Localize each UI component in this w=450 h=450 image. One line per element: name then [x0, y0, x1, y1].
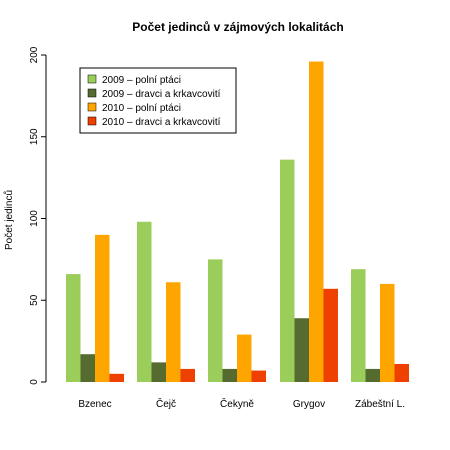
legend-label: 2010 – dravci a krkavcovití: [102, 117, 221, 128]
bars-group: [66, 61, 409, 382]
x-axis-labels: Bzenec Čejč Čekyně Grygov Zábeštní L.: [78, 397, 405, 410]
legend-label: 2009 – polní ptáci: [102, 75, 181, 86]
legend-label: 2009 – dravci a krkavcovití: [102, 89, 221, 100]
x-tick-label: Bzenec: [78, 399, 111, 410]
y-tick-label: 50: [29, 294, 40, 306]
bar: [222, 368, 237, 382]
y-axis: 0 50 100 150 200: [29, 46, 47, 385]
bar: [137, 221, 152, 382]
x-tick-label: Grygov: [293, 399, 325, 410]
bar: [394, 364, 409, 382]
x-tick-label: Zábeštní L.: [355, 399, 405, 410]
bar: [251, 370, 266, 382]
bar: [365, 368, 380, 382]
y-tick-label: 200: [29, 46, 40, 63]
x-tick-label: Čejč: [156, 397, 176, 410]
chart-title: Počet jedinců v zájmových lokalitách: [132, 20, 343, 34]
bar: [95, 234, 110, 382]
bar: [180, 368, 195, 382]
bar: [208, 259, 223, 382]
bar: [380, 283, 395, 382]
legend-swatch: [87, 102, 97, 112]
bar: [109, 373, 124, 382]
bar: [151, 362, 166, 382]
legend-swatch: [87, 88, 97, 98]
bar: [280, 159, 295, 382]
bar: [66, 274, 81, 382]
bar: [323, 288, 338, 382]
y-tick-label: 150: [29, 128, 40, 145]
bar: [166, 282, 181, 382]
legend-label: 2010 – polní ptáci: [102, 103, 181, 114]
y-tick-label: 0: [29, 379, 40, 385]
y-axis-label: Počet jedinců: [3, 190, 15, 250]
bar: [237, 334, 252, 382]
bar: [351, 269, 366, 382]
legend-swatch: [87, 74, 97, 84]
bar: [309, 61, 324, 382]
y-tick-label: 100: [29, 210, 40, 227]
bar: [294, 318, 309, 382]
legend: 2009 – polní ptáci 2009 – dravci a krkavc…: [79, 67, 237, 134]
legend-swatch: [87, 116, 97, 126]
bar: [80, 354, 95, 382]
legend-box: [79, 67, 237, 134]
x-tick-label: Čekyně: [220, 397, 254, 410]
